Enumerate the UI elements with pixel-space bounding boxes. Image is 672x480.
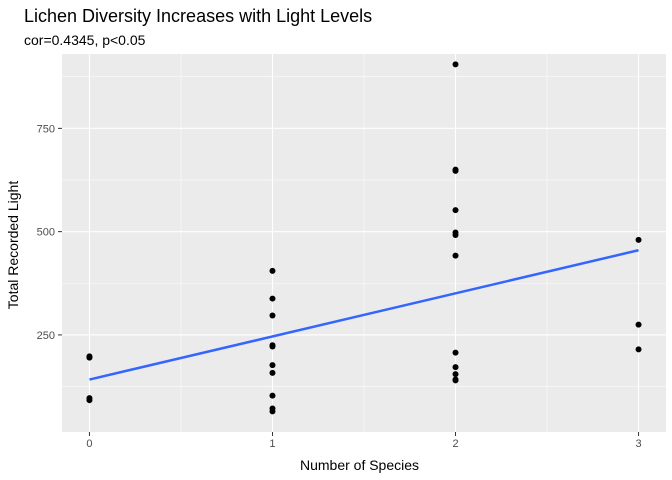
regression-line-layer: [89, 249, 639, 381]
data-point: [86, 397, 93, 404]
x-tick-label: 3: [635, 438, 641, 450]
data-point: [635, 346, 642, 353]
axes: 0 1 2 3 250 500 750: [37, 123, 642, 450]
regression-line: [89, 249, 639, 381]
x-tick-label: 0: [86, 438, 92, 450]
data-points: [86, 61, 642, 415]
data-point: [452, 349, 459, 356]
y-tick-label: 250: [37, 330, 55, 342]
y-tick-label: 750: [37, 123, 55, 135]
y-axis-title: Total Recorded Light: [5, 181, 21, 310]
x-axis-title: Number of Species: [300, 457, 419, 473]
data-point: [452, 377, 459, 384]
data-point: [269, 408, 276, 415]
data-point: [635, 236, 642, 243]
data-point: [269, 267, 276, 274]
x-tick-label: 2: [452, 438, 458, 450]
chart-title: Lichen Diversity Increases with Light Le…: [24, 6, 372, 26]
data-point: [269, 369, 276, 376]
data-point: [452, 167, 459, 174]
data-point: [452, 231, 459, 238]
data-point: [269, 362, 276, 369]
y-tick-label: 500: [37, 227, 55, 239]
chart-subtitle: cor=0.4345, p<0.05: [24, 32, 146, 48]
data-point: [269, 312, 276, 319]
data-point: [269, 295, 276, 302]
data-point: [635, 321, 642, 328]
x-tick-label: 1: [269, 438, 275, 450]
data-point: [269, 392, 276, 399]
data-point: [452, 252, 459, 259]
data-point: [452, 61, 459, 68]
data-point: [86, 354, 93, 361]
data-point: [452, 371, 459, 378]
data-point: [269, 343, 276, 350]
data-point: [452, 364, 459, 371]
data-point: [452, 207, 459, 214]
